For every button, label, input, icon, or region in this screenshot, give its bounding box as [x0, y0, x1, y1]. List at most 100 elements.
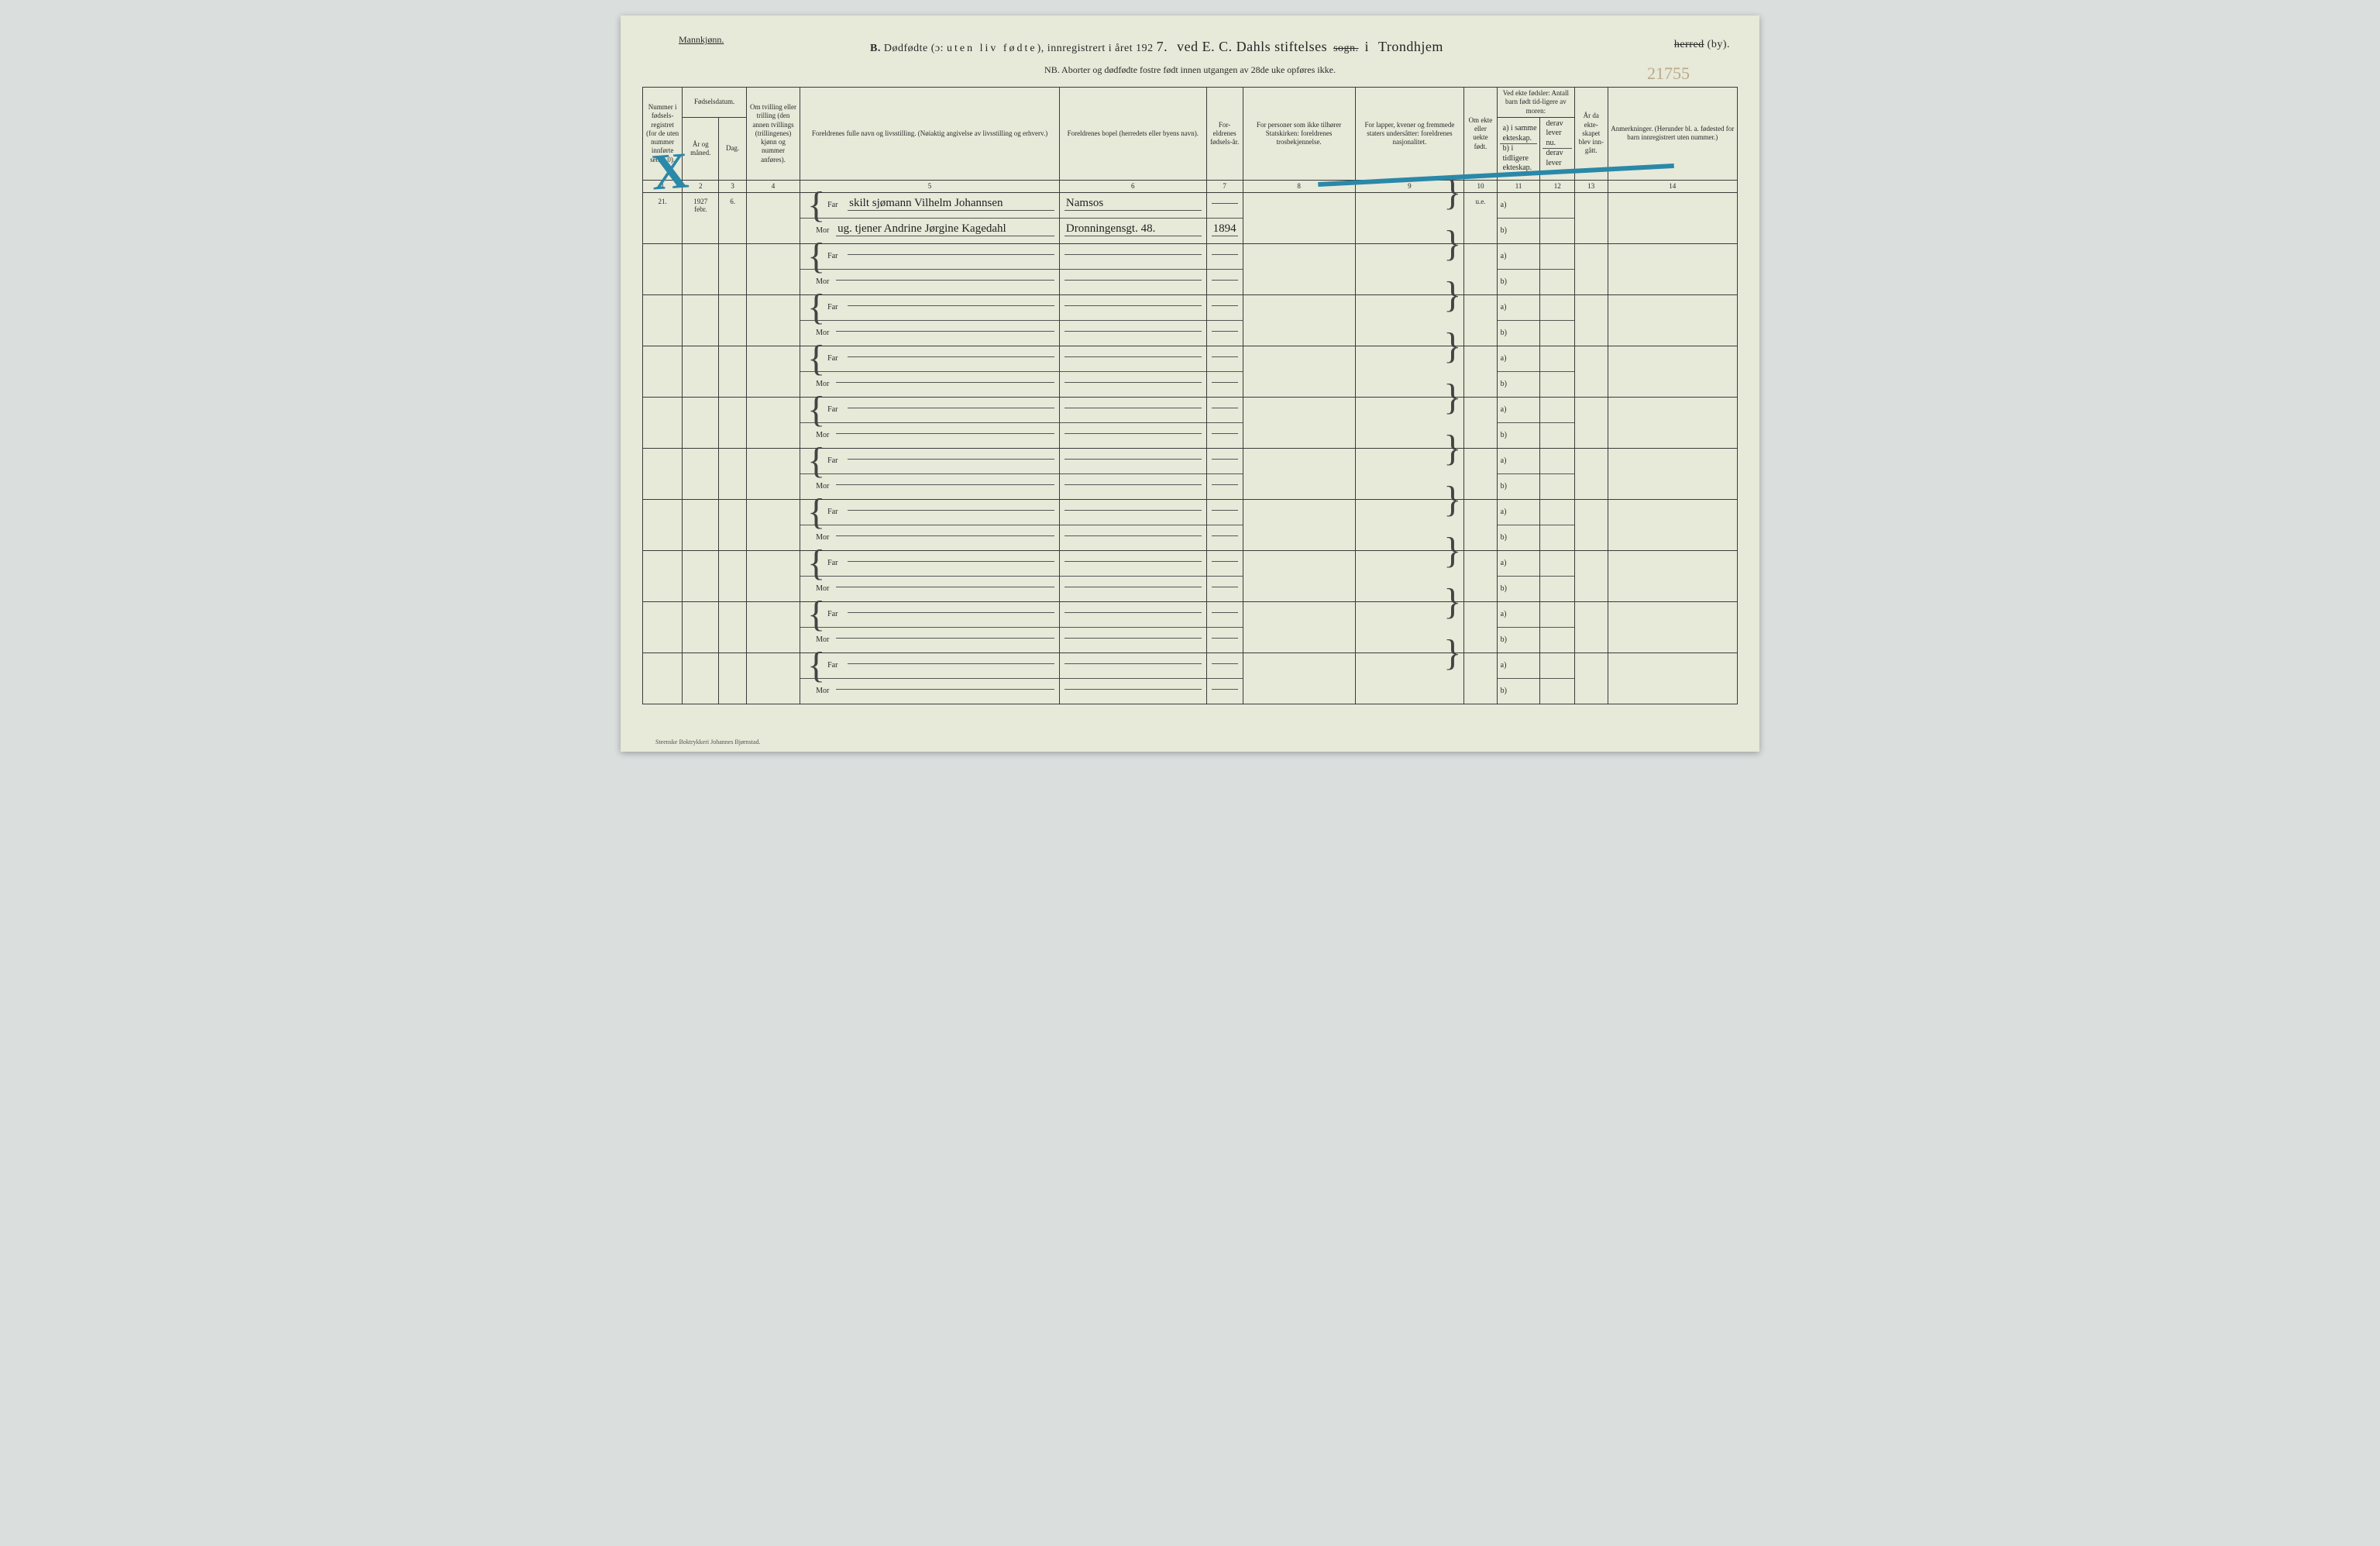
- cell-num: [643, 294, 683, 346]
- cell-bopel: [1059, 397, 1206, 448]
- colnum: 13: [1575, 180, 1608, 192]
- col-10: Om ekte eller uekte født.: [1464, 88, 1497, 181]
- col-14: Anmerkninger. (Herunder bl. a. fødested …: [1608, 88, 1738, 181]
- cell-day: [719, 499, 747, 550]
- register-table: Nummer i fødsels-registret (for de uten …: [642, 87, 1738, 704]
- cell-bopel: Namsos Dronningensgt. 48.: [1059, 192, 1206, 243]
- cell-year-month: [683, 601, 719, 652]
- far-label: Far: [827, 508, 848, 516]
- cell-11: a)b): [1497, 652, 1540, 704]
- far-text: [848, 356, 1054, 357]
- cell-14: [1608, 601, 1738, 652]
- cell-bopel: [1059, 550, 1206, 601]
- cell-12: [1540, 294, 1575, 346]
- cell-ekte: u.e.: [1464, 192, 1497, 243]
- cell-num: [643, 397, 683, 448]
- cell-12a: [1540, 653, 1574, 679]
- cell-11a: a): [1498, 244, 1540, 270]
- mor-label: Mor: [816, 687, 836, 695]
- cell-13: [1575, 448, 1608, 499]
- cell-parents: Far Mor: [800, 448, 1060, 499]
- mor-bopel: [1064, 689, 1202, 690]
- title-place-hand-1: ved E. C. Dahls stiftelses: [1177, 39, 1327, 54]
- cell-11: a)b): [1497, 448, 1540, 499]
- cell-twin: [746, 550, 800, 601]
- cell-13: [1575, 294, 1608, 346]
- cell-bopel: [1059, 294, 1206, 346]
- mor-text: [836, 433, 1054, 434]
- colnum: 4: [746, 180, 800, 192]
- col-13: År da ekte-skapet blev inn-gått.: [1575, 88, 1608, 181]
- col-2b: Dag.: [719, 117, 747, 180]
- cell-day: [719, 346, 747, 397]
- title-strike-herred: herred: [1674, 39, 1704, 50]
- table-header: Nummer i fødsels-registret (for de uten …: [643, 88, 1738, 193]
- col-2-top: Fødselsdatum.: [683, 88, 747, 118]
- cell-11: a)b): [1497, 601, 1540, 652]
- mor-bopel: [1064, 638, 1202, 639]
- cell-twin: [746, 652, 800, 704]
- cell-day: [719, 243, 747, 294]
- far-aar: [1212, 612, 1238, 613]
- far-bopel: [1064, 356, 1202, 357]
- cell-bopel: [1059, 243, 1206, 294]
- cell-num: [643, 550, 683, 601]
- cell-14: [1608, 499, 1738, 550]
- mor-label: Mor: [816, 380, 836, 388]
- cell-day: 6.: [719, 192, 747, 243]
- mor-label: Mor: [816, 329, 836, 337]
- cell-11b: b): [1498, 525, 1540, 550]
- title-after: ), innregistrert i året 192: [1037, 43, 1154, 54]
- cell-bopel: [1059, 652, 1206, 704]
- cell-fodselsaar: 1894: [1206, 192, 1243, 243]
- far-text: skilt sjømann Vilhelm Johannsen: [848, 197, 1054, 211]
- far-aar: [1212, 510, 1238, 511]
- cell-twin: [746, 243, 800, 294]
- far-aar: [1212, 356, 1238, 357]
- title-spaced: uten liv fødte: [947, 43, 1037, 54]
- title-main: Dødfødte (ɔ:: [884, 43, 947, 54]
- cell-year-month: [683, 550, 719, 601]
- cell-num: [643, 499, 683, 550]
- cell-parents: Far Mor: [800, 550, 1060, 601]
- col-9: For lapper, kvener og fremmede staters u…: [1355, 88, 1464, 181]
- far-aar: [1212, 459, 1238, 460]
- cell-twin: [746, 448, 800, 499]
- far-aar: [1212, 561, 1238, 562]
- cell-12: [1540, 448, 1575, 499]
- cell-day: [719, 652, 747, 704]
- cell-parents: Far Mor: [800, 652, 1060, 704]
- cell-fodselsaar: [1206, 448, 1243, 499]
- cell-12b: [1540, 219, 1574, 243]
- cell-11: a)b): [1497, 550, 1540, 601]
- colnum: 7: [1206, 180, 1243, 192]
- cell-12: [1540, 652, 1575, 704]
- cell-11a: a): [1498, 500, 1540, 525]
- cell-parents: Far Mor: [800, 243, 1060, 294]
- mor-aar: [1212, 689, 1238, 690]
- cell-tro: [1243, 652, 1355, 704]
- cell-13: [1575, 397, 1608, 448]
- cell-day: [719, 601, 747, 652]
- colnum: 2: [683, 180, 719, 192]
- cell-parents: Far Mor: [800, 499, 1060, 550]
- cell-13: [1575, 652, 1608, 704]
- page-title: B. Dødfødte (ɔ: uten liv fødte), innregi…: [642, 39, 1738, 55]
- cell-12b: [1540, 474, 1574, 499]
- cell-fodselsaar: [1206, 499, 1243, 550]
- cell-fodselsaar: [1206, 346, 1243, 397]
- mor-label: Mor: [816, 277, 836, 286]
- cell-12b: [1540, 270, 1574, 294]
- cell-year-month: [683, 346, 719, 397]
- col-4: Om tvilling eller trilling (den annen tv…: [746, 88, 800, 181]
- col-11-top: Ved ekte fødsler: Antall barn født tid-l…: [1497, 88, 1574, 118]
- cell-num: [643, 601, 683, 652]
- far-text: [848, 510, 1054, 511]
- col-1: Nummer i fødsels-registret (for de uten …: [643, 88, 683, 181]
- colnum: 12: [1540, 180, 1575, 192]
- cell-11b: b): [1498, 474, 1540, 499]
- cell-twin: [746, 397, 800, 448]
- cell-14: [1608, 652, 1738, 704]
- cell-year-month: 1927febr.: [683, 192, 719, 243]
- cell-ekte: [1464, 346, 1497, 397]
